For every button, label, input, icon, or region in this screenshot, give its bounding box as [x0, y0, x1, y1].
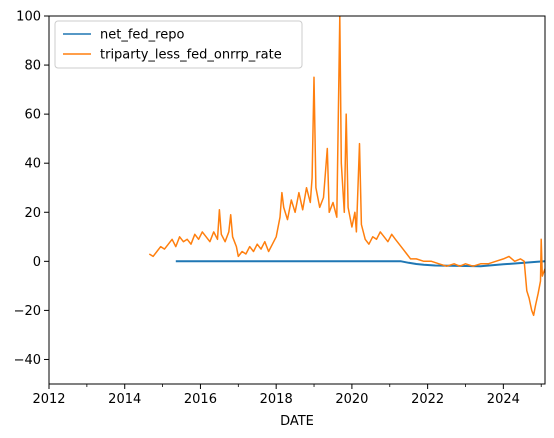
x-tick-label: 2024	[487, 392, 520, 407]
x-tick-label: 2018	[260, 392, 293, 407]
x-axis: 2012 2014 2016 2018 2020 2022 2024	[32, 384, 542, 407]
x-tick-label: 2012	[32, 392, 65, 407]
plot-frame	[48, 15, 546, 385]
legend: net_fed_repo triparty_less_fed_onrrp_rat…	[54, 20, 303, 69]
legend-box	[54, 20, 303, 69]
series-line-net-fed-repo	[175, 260, 545, 268]
series-line-triparty-less-fed-onrrp-rate	[148, 16, 545, 317]
legend-label-triparty-less-fed-onrrp-rate: triparty_less_fed_onrrp_rate	[100, 48, 282, 63]
y-axis: −40 −20 0 20 40 60 80 100	[14, 10, 49, 368]
y-tick-label: 40	[24, 157, 41, 172]
y-tick-label: 80	[24, 59, 41, 74]
y-tick-label: −20	[14, 304, 41, 319]
y-tick-label: 20	[24, 206, 41, 221]
x-tick-label: 2020	[335, 392, 368, 407]
x-axis-label: DATE	[280, 414, 314, 429]
y-tick-label: −40	[14, 353, 41, 368]
y-tick-label: 100	[16, 10, 41, 25]
plot-area	[148, 16, 545, 317]
x-tick-label: 2022	[411, 392, 444, 407]
x-tick-label: 2016	[184, 392, 217, 407]
y-tick-label: 0	[33, 255, 41, 270]
legend-label-net-fed-repo: net_fed_repo	[100, 28, 184, 43]
y-tick-label: 60	[24, 108, 41, 123]
x-tick-label: 2014	[108, 392, 141, 407]
